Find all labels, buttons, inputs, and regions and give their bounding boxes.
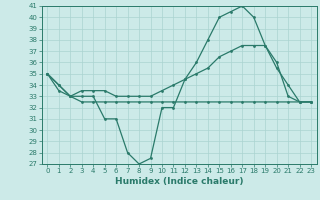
X-axis label: Humidex (Indice chaleur): Humidex (Indice chaleur) — [115, 177, 244, 186]
